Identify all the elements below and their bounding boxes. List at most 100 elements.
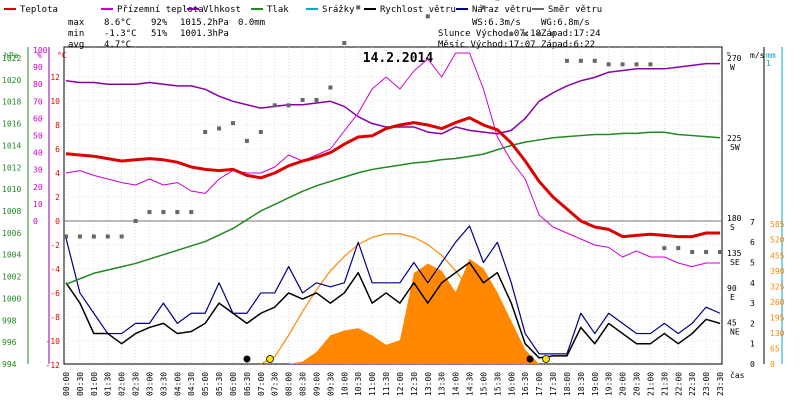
pressure-tick-label: 1002: [2, 273, 21, 282]
humidity-tick-label: 90: [33, 63, 43, 72]
x-tick-label: 13:00: [424, 372, 433, 396]
solar-tick-label: 520: [770, 236, 785, 245]
pressure-tick-label: 1008: [2, 207, 21, 216]
direction-point: [175, 210, 180, 215]
x-tick-label: 04:00: [173, 372, 182, 396]
stats-avg-temp: 4.7°C: [104, 40, 131, 50]
legend-label: Náraz větru: [472, 5, 532, 15]
direction-point: [189, 210, 194, 215]
x-tick-label: 05:00: [201, 372, 210, 396]
direction-point: [342, 41, 347, 45]
solar-tick-label: 585: [770, 220, 785, 229]
x-tick-label: 14:00: [452, 372, 461, 396]
x-tick-label: 12:00: [396, 372, 405, 396]
rain-unit: mm: [766, 51, 776, 60]
humidity-tick-label: 20: [33, 183, 43, 192]
x-tick-label: 00:30: [76, 372, 85, 396]
direction-point: [481, 5, 486, 10]
plot-frame: [63, 46, 723, 365]
x-tick-label: 19:00: [591, 372, 600, 396]
direction-tick-label: 45: [727, 319, 737, 328]
stats-wind-gust: WG:6.8m/s: [541, 18, 590, 28]
direction-point: [230, 121, 235, 126]
direction-point: [272, 103, 277, 108]
direction-point: [592, 58, 597, 63]
chart-title: 14.2.2014: [363, 51, 434, 66]
temperature-tick-label: 2: [55, 193, 60, 202]
x-tick-label: 14:30: [466, 372, 475, 396]
pressure-tick-label: 1014: [2, 141, 21, 150]
stats-max-hum: 92%: [151, 18, 168, 28]
pressure-tick-label: 1020: [2, 76, 21, 85]
moonrise-marker: [526, 355, 534, 363]
temperature-tick-label: -8: [50, 313, 60, 322]
solar-tick-label: 65: [770, 344, 780, 353]
direction-point: [690, 250, 695, 254]
pressure-tick-label: 994: [2, 360, 17, 369]
direction-point: [537, 32, 542, 37]
pressure-tick-label: 1016: [2, 120, 21, 129]
legend-label: Teplota: [20, 5, 58, 15]
x-tick-label: 18:30: [577, 372, 586, 396]
x-tick-label: 11:00: [368, 372, 377, 396]
pressure-tick-label: 1012: [2, 163, 21, 172]
x-tick-label: 17:30: [549, 372, 558, 396]
pressure-tick-label: 998: [2, 316, 17, 325]
moonset-marker: [243, 355, 251, 363]
temperature-tick-label: -2: [50, 241, 60, 250]
temperature-tick-label: 6: [55, 145, 60, 154]
x-tick-label: 07:30: [271, 372, 280, 396]
x-tick-label: 20:00: [619, 372, 628, 396]
direction-point: [425, 14, 430, 19]
wind-tick-label: 2: [750, 319, 755, 328]
direction-point: [356, 5, 361, 10]
x-tick-label: 19:30: [605, 372, 614, 396]
direction-point: [244, 138, 249, 143]
direction-point: [203, 130, 208, 134]
x-tick-label: 15:00: [479, 372, 488, 396]
humidity-unit: %: [37, 51, 42, 60]
x-tick-label: 16:30: [521, 372, 530, 396]
pressure-tick-label: 1000: [2, 294, 21, 303]
pressure-tick-label: 1006: [2, 229, 21, 238]
direction-point: [91, 234, 96, 239]
solar-tick-label: 390: [770, 267, 785, 276]
humidity-tick-label: 100: [33, 46, 48, 55]
legend-label: Přízemní teplota: [117, 5, 204, 15]
gust-line: [65, 225, 721, 355]
x-tick-label: 18:00: [563, 372, 572, 396]
x-tick-label: 06:00: [229, 372, 238, 396]
humidity-tick-label: 60: [33, 114, 43, 123]
direction-point: [578, 58, 583, 63]
humidity-tick-label: 80: [33, 80, 43, 89]
stats-min-temp: -1.3°C: [104, 29, 137, 39]
direction-name-label: W: [730, 63, 735, 72]
x-tick-label: 09:00: [312, 372, 321, 396]
x-tick-label: 13:30: [438, 372, 447, 396]
direction-point: [606, 62, 611, 67]
x-tick-label: 06:30: [243, 372, 252, 396]
temperature-tick-label: -10: [46, 337, 61, 346]
grid: [64, 47, 722, 366]
humidity-tick-label: 40: [33, 149, 43, 158]
temperature-tick-label: 12: [50, 73, 60, 82]
direction-point: [133, 219, 138, 223]
direction-point: [620, 62, 625, 67]
direction-point: [718, 250, 722, 254]
solar-tick-label: 195: [770, 313, 785, 322]
direction-point: [564, 58, 569, 63]
x-tick-label: 21:00: [646, 372, 655, 396]
direction-tick-label: 225: [727, 134, 742, 143]
pressure-unit: hPa: [4, 51, 19, 60]
x-tick-label: 02:00: [118, 372, 127, 396]
pressure-tick-label: 1004: [2, 251, 21, 260]
x-tick-label: 00:00: [62, 372, 71, 396]
direction-point: [119, 234, 124, 239]
x-tick-label: 23:30: [716, 372, 725, 396]
direction-point: [105, 234, 110, 239]
stats-min-label: min: [68, 29, 84, 39]
wind-tick-label: 5: [750, 259, 755, 268]
legend-label: Srážky: [322, 5, 355, 15]
stats-max-label: max: [68, 18, 85, 28]
x-tick-label: 15:30: [493, 372, 502, 396]
